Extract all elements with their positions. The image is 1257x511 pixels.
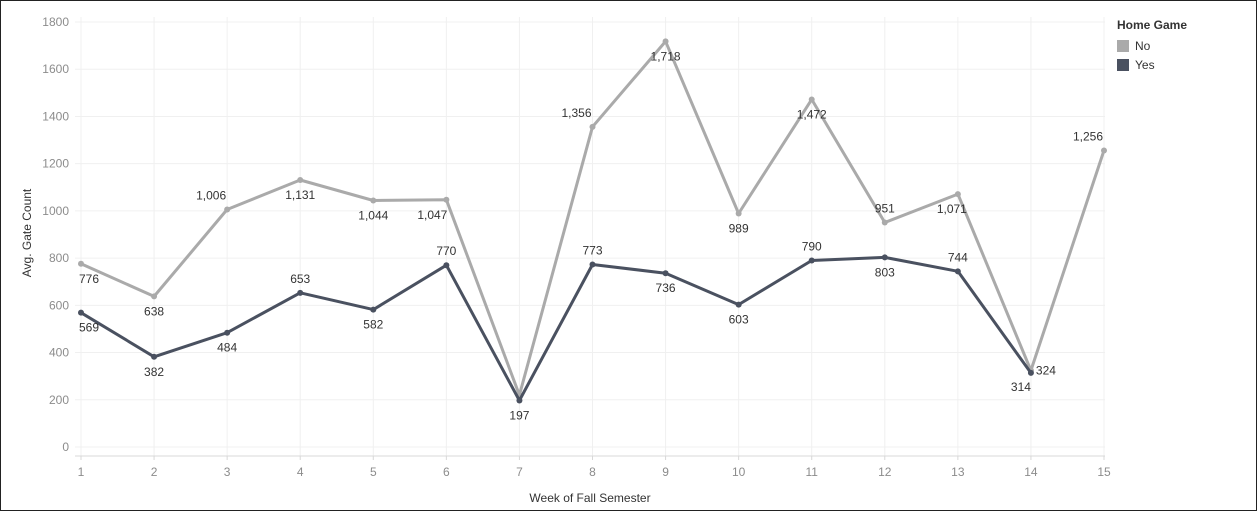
data-point-yes — [516, 397, 523, 404]
data-point-no — [808, 96, 815, 103]
data-label-no: 324 — [1036, 364, 1056, 378]
x-tick-label: 13 — [951, 465, 965, 479]
legend-title: Home Game — [1117, 18, 1188, 32]
data-label-yes: 314 — [1011, 380, 1031, 394]
data-label-yes: 773 — [582, 243, 602, 257]
data-label-yes: 744 — [948, 250, 968, 264]
x-tick-label: 7 — [516, 465, 523, 479]
x-axis-ticks: 1 2 3 4 5 6 7 8 9 10 11 12 13 14 15 — [78, 456, 1111, 479]
data-point-no — [78, 260, 84, 267]
data-label-yes: 653 — [290, 272, 310, 286]
x-axis-title: Week of Fall Semester — [529, 491, 650, 505]
data-label-yes: 803 — [875, 265, 895, 279]
legend-swatch-no — [1117, 39, 1129, 52]
data-label-no: 1,044 — [358, 209, 388, 223]
data-point-no — [443, 196, 450, 203]
data-point-no — [954, 191, 961, 198]
x-tick-label: 15 — [1097, 465, 1111, 479]
data-point-yes — [224, 329, 231, 336]
data-label-no: 1,356 — [561, 106, 591, 120]
x-tick-label: 6 — [443, 465, 450, 479]
x-tick-label: 2 — [151, 465, 158, 479]
data-label-no: 951 — [875, 201, 895, 215]
data-point-yes — [151, 353, 158, 360]
data-label-no: 638 — [144, 304, 164, 318]
y-tick-label: 200 — [49, 393, 69, 407]
data-point-yes — [735, 301, 742, 308]
y-tick-label: 1800 — [42, 15, 69, 29]
legend-label-no: No — [1135, 38, 1151, 53]
series-line-yes — [79, 255, 1033, 402]
y-axis-ticks: 0 200 400 600 800 1000 1200 1400 1600 1800 — [42, 15, 69, 454]
grid-lines — [75, 17, 1105, 457]
data-point-no — [151, 293, 158, 300]
data-label-yes: 736 — [656, 281, 676, 295]
data-point-yes — [954, 268, 961, 275]
data-label-no: 1,006 — [196, 188, 226, 202]
y-axis-title: Avg. Gate Count — [20, 188, 34, 277]
data-point-no — [297, 176, 304, 183]
data-label-yes: 770 — [436, 244, 456, 258]
data-point-yes — [589, 261, 596, 268]
data-point-no — [662, 38, 669, 45]
x-tick-label: 5 — [370, 465, 377, 479]
x-tick-label: 12 — [878, 465, 892, 479]
data-point-yes — [370, 306, 377, 313]
data-label-yes: 790 — [802, 239, 822, 253]
y-tick-label: 1200 — [42, 157, 69, 171]
data-label-yes: 582 — [363, 318, 383, 332]
legend-swatch-yes — [1117, 58, 1129, 71]
data-label-no: 1,047 — [417, 208, 447, 222]
data-label-no: 1,718 — [651, 49, 681, 63]
legend-item-yes[interactable]: Yes — [1117, 55, 1187, 74]
data-point-no — [1101, 147, 1107, 154]
data-label-no: 1,071 — [937, 202, 967, 216]
data-point-no — [224, 206, 231, 213]
data-point-yes — [881, 254, 888, 261]
y-tick-label: 600 — [49, 298, 69, 312]
data-label-no: 776 — [79, 272, 99, 286]
data-label-no: 989 — [729, 221, 749, 235]
x-tick-label: 8 — [589, 465, 596, 479]
data-point-yes — [808, 257, 815, 264]
data-point-no — [589, 123, 596, 130]
x-tick-label: 9 — [662, 465, 669, 479]
y-tick-label: 1000 — [42, 204, 69, 218]
data-point-yes — [662, 270, 669, 277]
data-label-no: 1,131 — [285, 188, 315, 202]
data-label-yes: 603 — [729, 313, 749, 327]
legend: Home Game No Yes — [1117, 18, 1187, 74]
data-point-no — [881, 219, 888, 226]
x-tick-label: 10 — [732, 465, 746, 479]
data-label-no: 1,472 — [797, 107, 827, 121]
data-point-yes — [297, 289, 304, 296]
data-label-yes: 197 — [509, 408, 529, 422]
data-point-yes — [1027, 369, 1034, 376]
x-tick-label: 14 — [1024, 465, 1038, 479]
data-point-yes — [78, 309, 84, 316]
legend-item-no[interactable]: No — [1117, 36, 1187, 55]
series-lines — [78, 38, 1107, 404]
y-tick-label: 800 — [49, 251, 69, 265]
y-tick-label: 1600 — [42, 62, 69, 76]
x-tick-label: 4 — [297, 465, 304, 479]
data-labels: 776 638 1,006 1,131 1,044 1,047 1,356 1,718 989 1… — [79, 49, 1103, 422]
y-tick-label: 400 — [49, 346, 69, 360]
data-label-yes: 569 — [79, 321, 99, 335]
y-tick-label: 1400 — [42, 109, 69, 123]
x-tick-label: 11 — [805, 465, 818, 479]
data-point-no — [735, 210, 742, 217]
data-point-yes — [443, 262, 450, 269]
x-tick-label: 3 — [224, 465, 231, 479]
data-point-no — [370, 197, 377, 204]
legend-label-yes: Yes — [1135, 57, 1155, 72]
x-tick-label: 1 — [78, 465, 85, 479]
data-label-no: 1,256 — [1073, 129, 1103, 143]
data-label-yes: 382 — [144, 365, 164, 379]
data-label-yes: 484 — [217, 341, 237, 355]
y-tick-label: 0 — [62, 440, 69, 454]
